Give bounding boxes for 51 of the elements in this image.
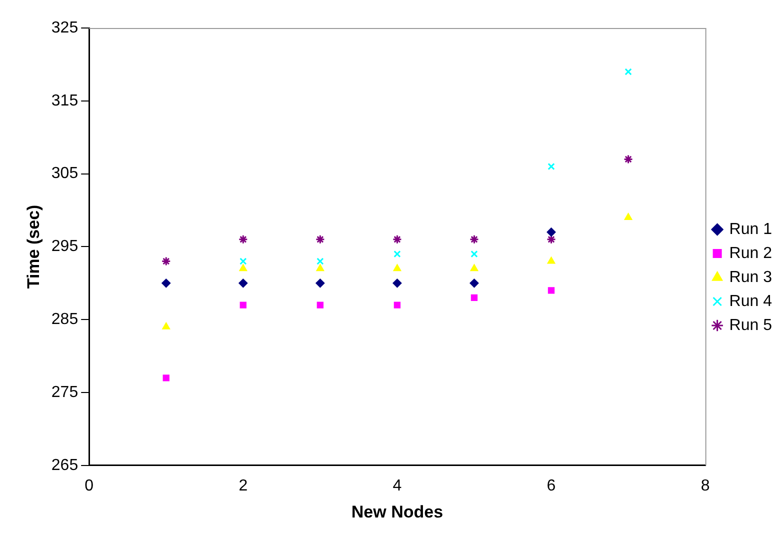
point bbox=[547, 256, 556, 264]
point bbox=[470, 294, 478, 302]
x-axis-title: New Nodes bbox=[351, 502, 444, 522]
x-tick-label: 8 bbox=[700, 477, 710, 494]
point bbox=[393, 264, 402, 272]
point bbox=[469, 234, 479, 244]
y-tick-label: 275 bbox=[51, 384, 78, 401]
point bbox=[162, 374, 170, 382]
point bbox=[548, 287, 555, 294]
point bbox=[315, 234, 325, 244]
y-tick-label: 325 bbox=[51, 19, 78, 36]
point bbox=[161, 256, 171, 266]
point bbox=[394, 302, 401, 308]
point bbox=[546, 234, 556, 244]
x-tick-label: 0 bbox=[84, 477, 94, 494]
legend-label: Run 5 bbox=[729, 316, 772, 334]
point bbox=[316, 258, 324, 265]
point bbox=[624, 68, 632, 76]
x-tick-label: 6 bbox=[546, 477, 556, 494]
y-tick-label: 315 bbox=[51, 92, 78, 110]
y-axis-title: Time (sec) bbox=[24, 204, 43, 289]
x-tick-label: 4 bbox=[392, 477, 402, 494]
legend-label: Run 3 bbox=[729, 268, 772, 286]
point bbox=[162, 322, 170, 330]
y-tick-label: 265 bbox=[51, 456, 78, 474]
point bbox=[470, 250, 478, 258]
point bbox=[238, 278, 248, 288]
y-tick-label: 285 bbox=[51, 311, 78, 328]
point bbox=[548, 162, 555, 170]
y-tick-label: 295 bbox=[51, 238, 78, 256]
point bbox=[162, 278, 171, 288]
point bbox=[546, 228, 556, 237]
point bbox=[470, 264, 478, 272]
point bbox=[316, 264, 324, 272]
point bbox=[240, 302, 246, 308]
point bbox=[240, 258, 247, 265]
point bbox=[239, 264, 248, 272]
point bbox=[470, 278, 479, 288]
legend-label: Run 4 bbox=[729, 292, 772, 310]
point bbox=[392, 278, 402, 288]
point bbox=[238, 234, 248, 244]
point bbox=[316, 278, 325, 288]
point bbox=[316, 302, 324, 308]
y-tick-label: 305 bbox=[51, 165, 78, 182]
point bbox=[624, 213, 632, 220]
point bbox=[392, 234, 402, 244]
point bbox=[394, 250, 401, 258]
point bbox=[624, 154, 634, 164]
legend-label: Run 1 bbox=[729, 220, 772, 238]
x-tick-label: 2 bbox=[238, 477, 248, 494]
legend-label: Run 2 bbox=[729, 244, 772, 262]
